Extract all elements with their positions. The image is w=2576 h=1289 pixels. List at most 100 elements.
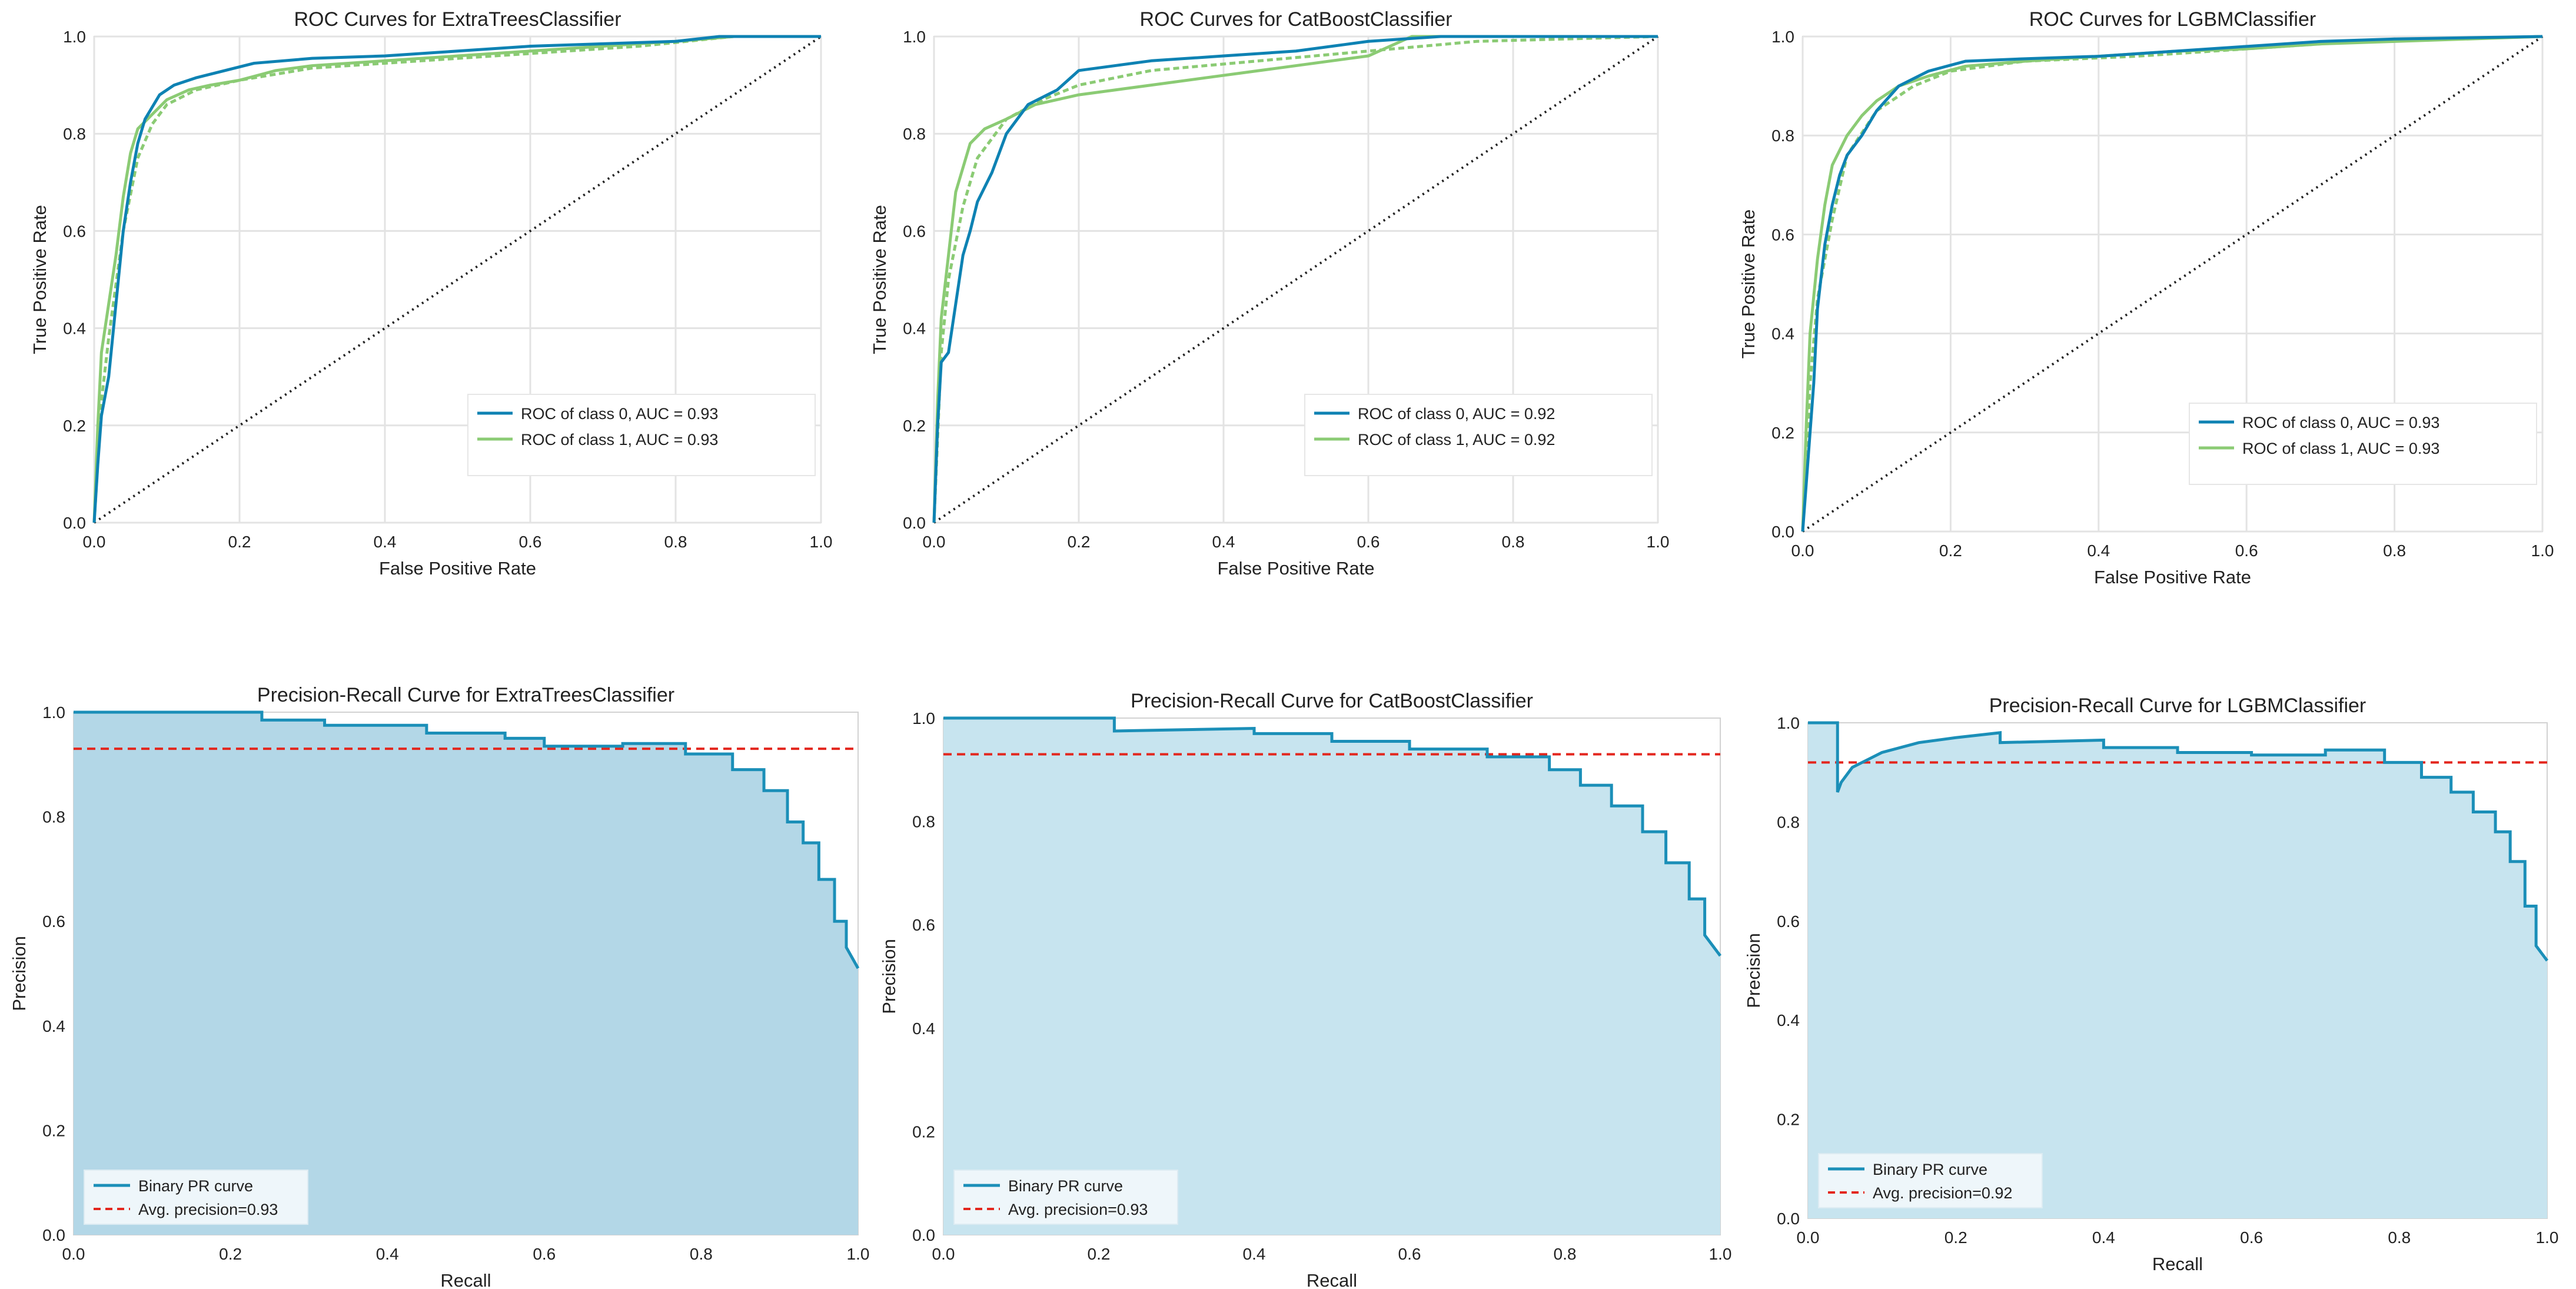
- roc-series-line-0: [1801, 35, 2543, 532]
- y-tick-label: 0.4: [1771, 325, 1794, 343]
- x-tick-label: 0.4: [2092, 1228, 2115, 1247]
- x-axis-label: Recall: [440, 1270, 491, 1289]
- legend-label: ROC of class 1, AUC = 0.92: [1358, 431, 1555, 449]
- roc-series-line-0: [92, 35, 821, 523]
- pr-curve-line: [1808, 721, 2549, 962]
- x-tick-label: 0.0: [62, 1245, 85, 1263]
- x-tick-label: 0.8: [664, 533, 687, 551]
- chart-title: ROC Curves for ExtraTreesClassifier: [294, 8, 621, 31]
- y-tick-label: 0.2: [63, 417, 86, 435]
- y-tick-label: 0.6: [1777, 912, 1800, 931]
- x-tick-label: 0.6: [1398, 1245, 1421, 1263]
- chart-title: Precision-Recall Curve for ExtraTreesCla…: [257, 684, 674, 706]
- y-tick-label: 0.6: [63, 222, 86, 240]
- x-tick-label: 0.2: [219, 1245, 242, 1263]
- pr-curve-line: [943, 716, 1721, 957]
- x-tick-label: 0.0: [932, 1245, 955, 1263]
- y-tick-label: 1.0: [912, 709, 935, 727]
- random-guess-diagonal: [1801, 35, 2544, 533]
- pr-fill-area: [1808, 723, 2547, 1218]
- y-tick-label: 0.0: [912, 1226, 935, 1244]
- y-axis-label: Precision: [9, 936, 29, 1011]
- legend-box: [953, 1170, 1178, 1225]
- x-tick-label: 0.0: [1791, 541, 1814, 560]
- chart-title: ROC Curves for CatBoostClassifier: [1140, 8, 1452, 31]
- random-guess-diagonal: [93, 35, 822, 524]
- x-axis-label: False Positive Rate: [379, 558, 536, 579]
- legend-label: Avg. precision=0.93: [138, 1201, 278, 1218]
- chart-title: ROC Curves for LGBMClassifier: [2029, 8, 2316, 31]
- roc-series-line-2: [1801, 35, 2543, 532]
- y-tick-label: 0.6: [912, 916, 935, 934]
- x-tick-label: 0.2: [1945, 1228, 1967, 1247]
- x-tick-label: 0.4: [2087, 541, 2110, 560]
- chart-roc-extratrees: 0.0 0.2 0.4 0.6 0.8 1.0 0.0 0.2 0.4 0.6 0.8 1.0 ROC …: [29, 8, 832, 579]
- x-tick-label: 0.6: [2235, 541, 2258, 560]
- pr-fill-area: [74, 712, 858, 1235]
- y-tick-label: 0.0: [63, 514, 86, 532]
- x-tick-label: 1.0: [2531, 541, 2554, 560]
- x-tick-label: 0.6: [519, 533, 542, 551]
- y-tick-label: 0.4: [42, 1017, 65, 1035]
- y-tick-label: 0.6: [1771, 225, 1794, 244]
- x-axis-label: Recall: [1307, 1270, 1357, 1289]
- y-tick-label: 0.0: [1777, 1210, 1800, 1228]
- y-tick-label: 0.2: [1771, 424, 1794, 442]
- pr-fill-area: [943, 718, 1720, 1235]
- x-tick-label: 0.6: [2240, 1228, 2263, 1247]
- legend-label: Binary PR curve: [1873, 1161, 1987, 1178]
- y-tick-label: 0.4: [63, 320, 86, 338]
- y-tick-label: 0.4: [1777, 1011, 1800, 1029]
- legend-box: [1304, 394, 1653, 476]
- x-tick-label: 0.8: [1554, 1245, 1577, 1263]
- legend-label: ROC of class 1, AUC = 0.93: [2242, 440, 2439, 457]
- y-tick-label: 1.0: [1777, 714, 1800, 732]
- x-tick-label: 0.2: [1068, 533, 1091, 551]
- x-tick-label: 0.8: [1502, 533, 1525, 551]
- x-tick-label: 1.0: [1647, 533, 1670, 551]
- x-tick-label: 0.4: [374, 533, 397, 551]
- x-tick-label: 0.8: [2383, 541, 2406, 560]
- x-tick-label: 0.0: [923, 533, 946, 551]
- x-tick-label: 0.2: [1088, 1245, 1111, 1263]
- y-tick-label: 1.0: [903, 28, 926, 46]
- x-tick-label: 0.2: [228, 533, 251, 551]
- x-tick-label: 1.0: [810, 533, 833, 551]
- x-tick-label: 0.0: [1797, 1228, 1820, 1247]
- y-tick-label: 1.0: [42, 703, 65, 722]
- y-axis-label: Precision: [1743, 933, 1764, 1008]
- chart-title: Precision-Recall Curve for LGBMClassifie…: [1989, 695, 2366, 717]
- y-axis-label: True Positive Rate: [869, 205, 890, 354]
- y-tick-label: 0.8: [63, 125, 86, 143]
- legend-label: Avg. precision=0.93: [1008, 1201, 1148, 1218]
- y-tick-label: 0.8: [1777, 813, 1800, 831]
- pr-curve-line: [74, 710, 860, 969]
- legend-box: [1818, 1153, 2043, 1208]
- y-axis-label: Precision: [879, 939, 899, 1014]
- y-tick-label: 0.4: [903, 320, 926, 338]
- legend-box: [2189, 403, 2537, 485]
- y-tick-label: 0.2: [903, 417, 926, 435]
- x-tick-label: 0.0: [83, 533, 106, 551]
- legend-label: ROC of class 0, AUC = 0.92: [1358, 405, 1555, 423]
- y-tick-label: 0.6: [903, 222, 926, 240]
- legend-label: ROC of class 0, AUC = 0.93: [2242, 414, 2439, 431]
- x-axis-label: False Positive Rate: [1217, 558, 1374, 579]
- x-tick-label: 1.0: [1709, 1245, 1732, 1263]
- y-tick-label: 0.8: [912, 813, 935, 831]
- x-tick-label: 0.6: [1357, 533, 1380, 551]
- y-tick-label: 0.0: [903, 514, 926, 532]
- random-guess-diagonal: [933, 35, 1659, 524]
- y-tick-label: 1.0: [63, 28, 86, 46]
- chart-pr-lgbm: 0.0 0.2 0.4 0.6 0.8 1.0 0.0 0.2 0.4 0.6 0.8 1.0 Prec…: [1743, 695, 2558, 1274]
- roc-series-line-0: [932, 35, 1658, 523]
- legend-label: Binary PR curve: [1008, 1177, 1123, 1195]
- x-tick-label: 0.4: [376, 1245, 399, 1263]
- legend-label: Binary PR curve: [138, 1177, 253, 1195]
- roc-series-line-1: [932, 35, 1658, 523]
- y-tick-label: 0.8: [1771, 127, 1794, 145]
- chart-roc-catboost: 0.0 0.2 0.4 0.6 0.8 1.0 0.0 0.2 0.4 0.6 0.8 1.0 ROC …: [869, 8, 1669, 579]
- y-axis-label: True Positive Rate: [29, 205, 50, 354]
- y-tick-label: 0.0: [1771, 523, 1794, 541]
